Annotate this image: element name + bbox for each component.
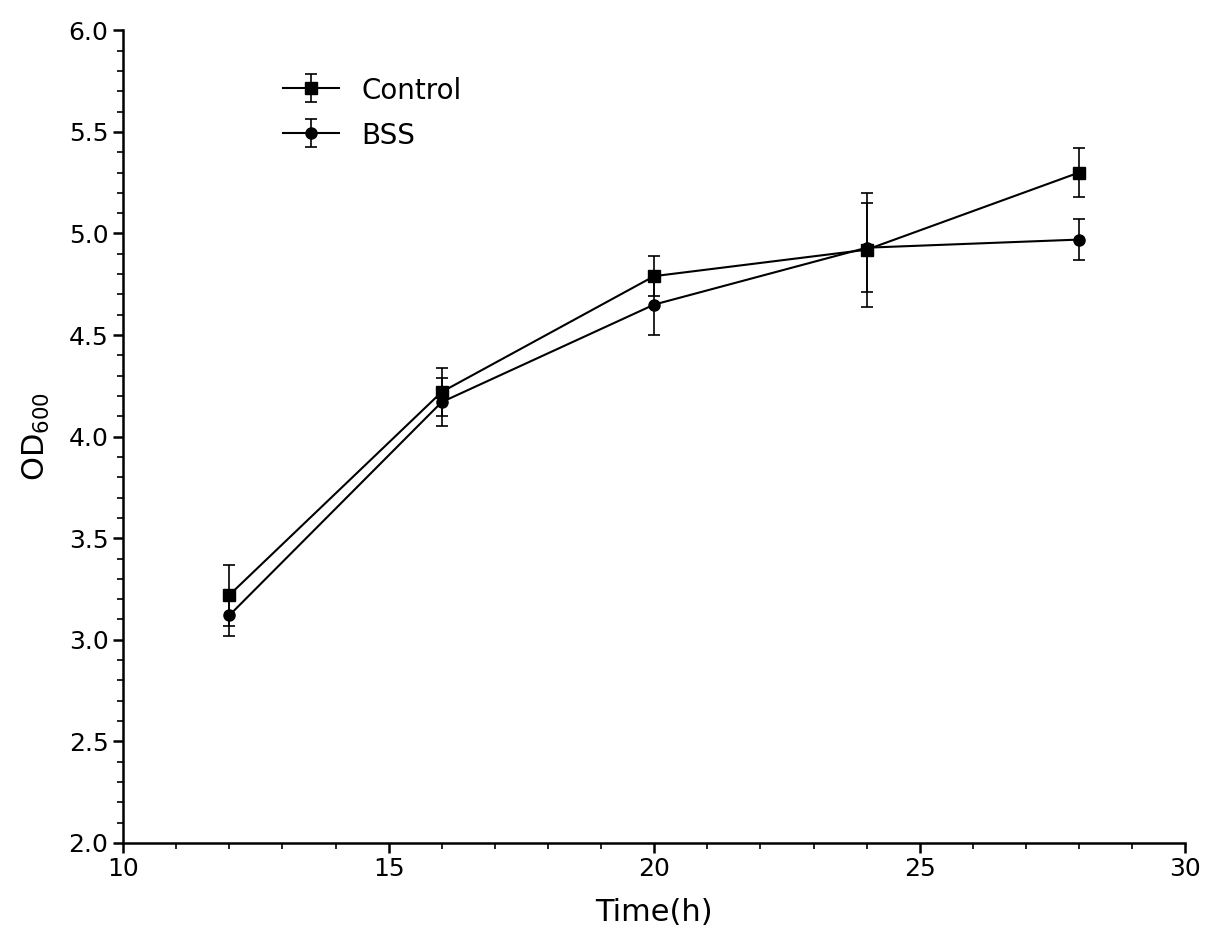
Legend: Control, BSS: Control, BSS — [275, 68, 469, 158]
X-axis label: Time(h): Time(h) — [595, 898, 712, 927]
Y-axis label: OD$_{600}$: OD$_{600}$ — [21, 392, 51, 482]
